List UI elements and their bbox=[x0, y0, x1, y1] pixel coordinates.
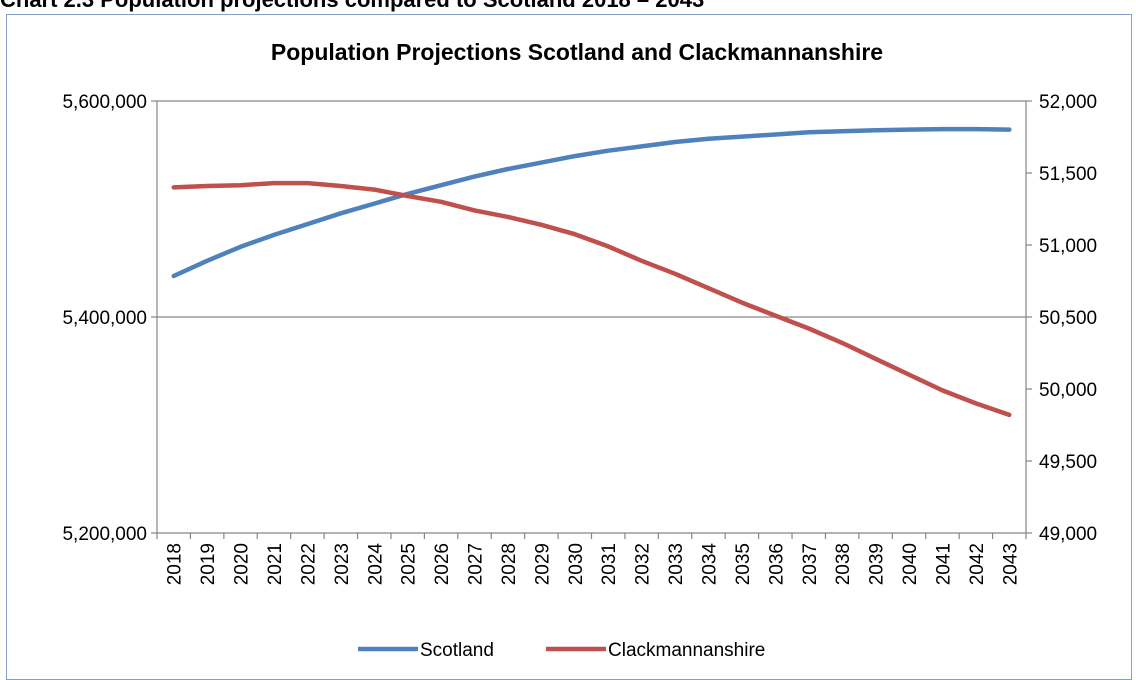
x-tick-label: 2027 bbox=[466, 543, 487, 585]
x-tick-label: 2035 bbox=[733, 543, 754, 585]
x-tick-label: 2018 bbox=[165, 543, 186, 585]
x-tick-label: 2037 bbox=[800, 543, 821, 585]
y-right-tick-label: 50,000 bbox=[1039, 380, 1097, 401]
x-tick-label: 2025 bbox=[399, 543, 420, 585]
y-left-tick-label: 5,400,000 bbox=[62, 308, 147, 329]
x-tick-label: 2032 bbox=[633, 543, 654, 585]
x-tick-label: 2040 bbox=[900, 543, 921, 585]
x-tick-label: 2034 bbox=[699, 543, 720, 586]
x-tick-label: 2028 bbox=[499, 543, 520, 585]
x-tick-label: 2024 bbox=[365, 543, 386, 586]
x-tick-label: 2019 bbox=[198, 543, 219, 585]
x-tick-label: 2039 bbox=[867, 543, 888, 585]
x-tick-label: 2030 bbox=[566, 543, 587, 585]
chart-caption: Chart 2.3 Population projections compare… bbox=[0, 0, 1136, 12]
y-right-tick-label: 50,500 bbox=[1039, 308, 1097, 329]
population-chart: Population Projections Scotland and Clac… bbox=[62, 39, 1097, 661]
legend-label-clackmannanshire: Clackmannanshire bbox=[608, 640, 765, 661]
x-tick-label: 2038 bbox=[833, 543, 854, 585]
x-tick-label: 2020 bbox=[232, 543, 253, 585]
y-right-tick-label: 49,000 bbox=[1039, 524, 1097, 545]
legend-label-scotland: Scotland bbox=[420, 640, 494, 661]
y-left-tick-label: 5,200,000 bbox=[62, 524, 147, 545]
x-tick-label: 2041 bbox=[933, 543, 954, 585]
x-tick-label: 2021 bbox=[265, 543, 286, 585]
y-right-tick-label: 49,500 bbox=[1039, 452, 1097, 473]
y-left-tick-label: 5,600,000 bbox=[62, 92, 147, 113]
x-tick-label: 2029 bbox=[532, 543, 553, 585]
x-tick-label: 2043 bbox=[1000, 543, 1021, 585]
y-right-tick-label: 51,500 bbox=[1039, 164, 1097, 185]
x-tick-label: 2033 bbox=[666, 543, 687, 585]
chart-frame: Population Projections Scotland and Clac… bbox=[6, 14, 1132, 680]
x-tick-label: 2031 bbox=[599, 543, 620, 585]
series-line-clackmannanshire bbox=[171, 180, 1012, 418]
x-tick-label: 2022 bbox=[298, 543, 319, 585]
x-tick-label: 2042 bbox=[967, 543, 988, 585]
chart-title: Population Projections Scotland and Clac… bbox=[271, 39, 883, 65]
y-right-tick-label: 51,000 bbox=[1039, 236, 1097, 257]
x-tick-label: 2026 bbox=[432, 543, 453, 585]
x-tick-label: 2023 bbox=[332, 543, 353, 585]
series-line-scotland bbox=[171, 126, 1012, 279]
x-tick-label: 2036 bbox=[766, 543, 787, 585]
y-right-tick-label: 52,000 bbox=[1039, 92, 1097, 113]
